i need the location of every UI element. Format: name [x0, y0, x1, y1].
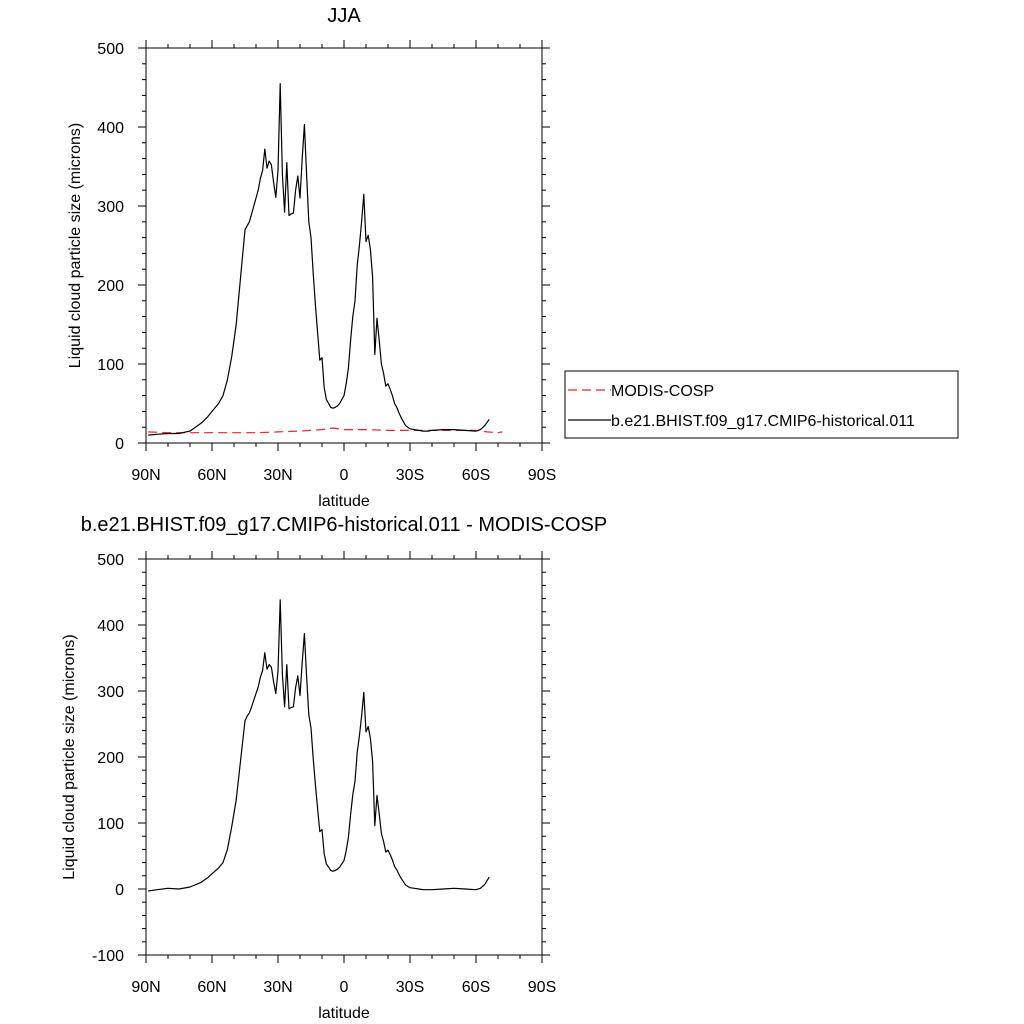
x-tick-label: 30N: [263, 979, 292, 996]
x-tick-label: 0: [340, 979, 349, 996]
panel-bottom: b.e21.BHIST.f09_g17.CMIP6-historical.011…: [61, 514, 607, 1022]
y-axis-label: Liquid cloud particle size (microns): [61, 634, 78, 879]
y-tick-label: 200: [97, 750, 124, 767]
legend-label-1: b.e21.BHIST.f09_g17.CMIP6-historical.011: [611, 413, 915, 430]
x-tick-label: 90N: [131, 467, 160, 484]
y-tick-label: 400: [97, 618, 124, 635]
x-tick-label: 60N: [197, 467, 226, 484]
y-tick-label: 100: [97, 357, 124, 374]
y-tick-label: 0: [115, 436, 124, 453]
panel-top: JJA 0 100 200 300 400 500 90N 60N 30N 0 30S 60S 90S la…: [67, 5, 556, 510]
series-line-1: [148, 82, 490, 436]
x-tick-label: 90S: [528, 467, 556, 484]
legend: MODIS-COSP b.e21.BHIST.f09_g17.CMIP6-hist…: [564, 370, 959, 439]
x-axis-label: latitude: [318, 493, 370, 510]
x-tick-label: 60S: [462, 467, 490, 484]
legend-label-0: MODIS-COSP: [611, 383, 714, 400]
plot-frame: [145, 558, 543, 956]
x-tick-label: 90N: [131, 979, 160, 996]
x-tick-label: 30N: [263, 467, 292, 484]
x-tick-label: 60S: [462, 979, 490, 996]
legend-box: [564, 370, 959, 439]
y-tick-label: 500: [97, 552, 124, 569]
plot-frame: [145, 47, 543, 444]
y-tick-label: 100: [97, 816, 124, 833]
x-tick-label: 30S: [396, 979, 424, 996]
x-tick-label: 60N: [197, 979, 226, 996]
y-tick-label: 300: [97, 684, 124, 701]
y-tick-label: 300: [97, 199, 124, 216]
y-tick-label: 200: [97, 278, 124, 295]
y-tick-label: 400: [97, 120, 124, 137]
y-tick-label: 500: [97, 41, 124, 58]
y-tick-label: 0: [115, 882, 124, 899]
series-line-0: [148, 427, 503, 434]
x-axis-label: latitude: [318, 1005, 370, 1022]
chart-title: JJA: [327, 5, 361, 27]
x-tick-label: 0: [340, 467, 349, 484]
x-tick-label: 90S: [528, 979, 556, 996]
y-axis-label: Liquid cloud particle size (microns): [67, 123, 84, 368]
series-line-0: [148, 599, 490, 892]
y-tick-label: -100: [92, 948, 124, 965]
chart-title: b.e21.BHIST.f09_g17.CMIP6-historical.011…: [81, 514, 608, 536]
x-tick-label: 30S: [396, 467, 424, 484]
